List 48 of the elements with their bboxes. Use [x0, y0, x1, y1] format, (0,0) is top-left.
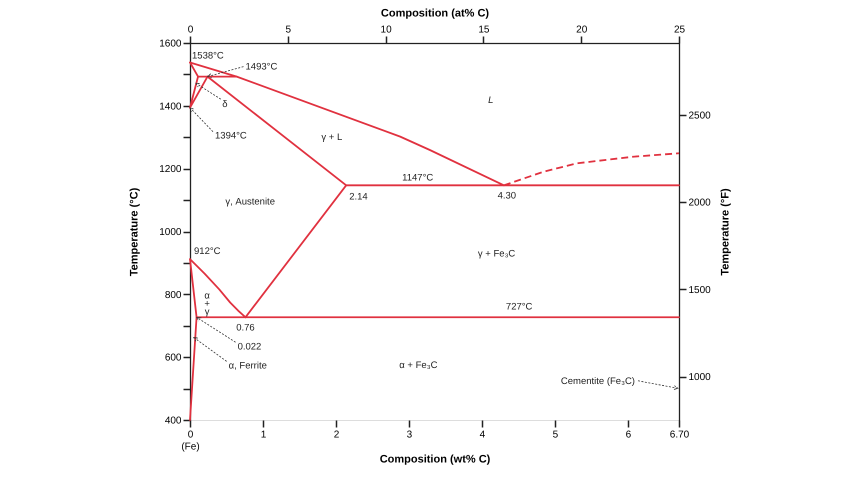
- y2-tick-label: 2500: [688, 110, 712, 122]
- x2-tick-label: 20: [576, 24, 588, 36]
- y-tick-label: 600: [164, 352, 182, 364]
- annotation: 0.76: [236, 322, 255, 334]
- annotation: γ, Austenite: [225, 196, 275, 208]
- annotation: δ: [222, 99, 228, 110]
- x-tick-label: 1: [260, 430, 267, 440]
- annotation: 1538°C: [192, 50, 224, 62]
- annotation: 1394°C: [215, 130, 247, 142]
- x-tick-label: 3: [406, 430, 413, 440]
- annotation: 727°C: [506, 301, 533, 312]
- annotation: 0.022: [238, 341, 262, 352]
- x-tick-label: 0 (Fe): [181, 430, 200, 452]
- x-tick-label: 5: [552, 430, 559, 440]
- annotation: Cementite (Fe₃C): [560, 376, 635, 387]
- y-tick-label: 1600: [159, 38, 182, 50]
- annotation: γ + Fe₃C: [478, 248, 516, 260]
- x2-tick-label: 5: [286, 24, 292, 36]
- x-tick-label: 2: [334, 430, 340, 440]
- annotation: 4.30: [498, 190, 516, 202]
- annotation: α + Fe₃C: [399, 360, 438, 371]
- annotation: α, Ferrite: [228, 360, 267, 372]
- x2-axis-title: Composition (at% C): [380, 8, 490, 20]
- annotation: L: [488, 94, 494, 106]
- annotation: 1493°C: [246, 62, 278, 73]
- x-tick-label: 4: [480, 430, 486, 440]
- x2-tick-label: 15: [478, 24, 490, 36]
- x2-tick-label: 10: [380, 24, 392, 36]
- x-axis-title: Composition (wt% C): [380, 454, 491, 466]
- y2-axis-title: Temperature (°F): [720, 188, 732, 276]
- y-tick-label: 1200: [159, 164, 182, 176]
- x-tick-label: 6: [626, 430, 632, 440]
- y-axis-title: Temperature (°C): [128, 187, 140, 276]
- y-tick-label: 800: [164, 290, 182, 301]
- annotation: α + γ: [204, 290, 210, 318]
- y2-tick-label: 1000: [688, 372, 712, 384]
- y-tick-label: 1000: [159, 227, 182, 238]
- x2-tick-label: 0: [188, 24, 194, 36]
- y2-tick-label: 1500: [688, 284, 712, 296]
- annotation: γ + L: [321, 132, 342, 143]
- y-tick-label: 400: [164, 416, 182, 426]
- y2-tick-label: 2000: [688, 198, 712, 209]
- x-tick-label: 6.70: [670, 430, 690, 440]
- annotation: 1147°C: [402, 172, 434, 184]
- x2-tick-label: 25: [674, 24, 686, 36]
- annotation: 912°C: [194, 246, 221, 258]
- annotation: 2.14: [349, 191, 368, 202]
- y-tick-label: 1400: [159, 101, 182, 112]
